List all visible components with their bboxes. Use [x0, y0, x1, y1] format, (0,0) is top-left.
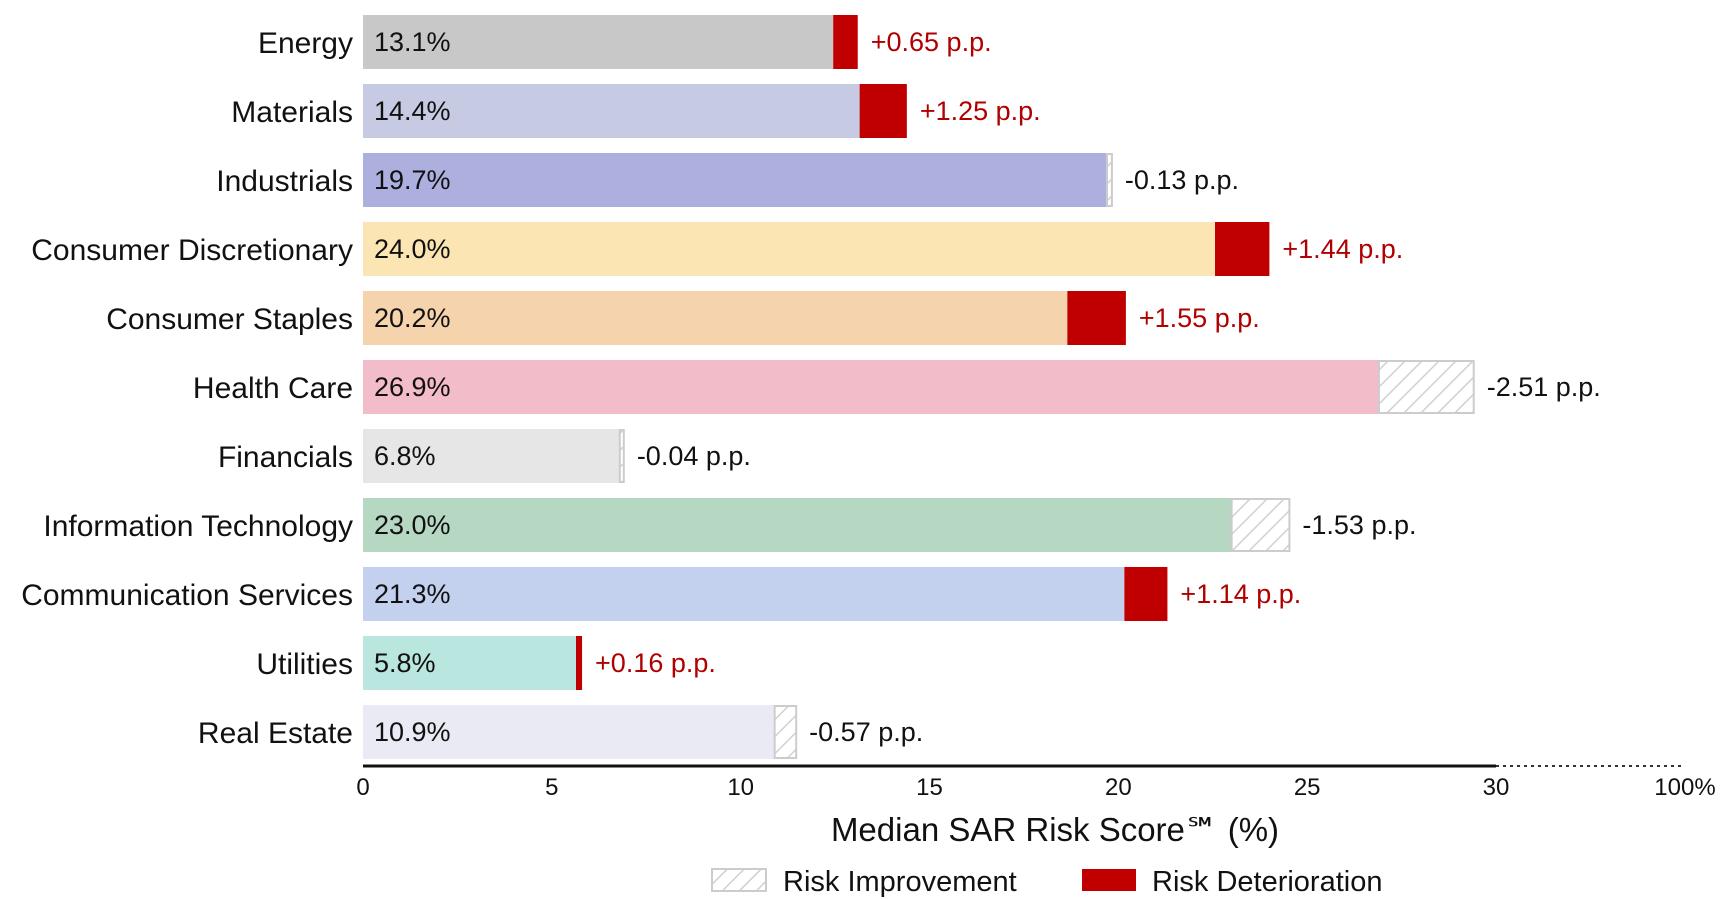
- x-tick-label: 0: [356, 774, 369, 801]
- category-label: Real Estate: [198, 717, 353, 750]
- bar-change-consumer-staples: [1067, 291, 1126, 345]
- bar-change-consumer-discretionary: [1215, 222, 1270, 276]
- category-label: Financials: [218, 441, 353, 474]
- bar-change-information-technology: [1230, 498, 1291, 552]
- x-tick-label: 30: [1483, 774, 1510, 801]
- bar-consumer-discretionary: [363, 222, 1216, 276]
- category-label: Information Technology: [43, 510, 353, 543]
- bar-consumer-staples: [363, 291, 1068, 345]
- value-label: 5.8%: [374, 648, 436, 678]
- x-axis: 0 5 10 15 20 25 30 100%: [356, 764, 1716, 801]
- value-label: 23.0%: [374, 510, 451, 540]
- bar-change-energy: [833, 15, 858, 69]
- value-label: 14.4%: [374, 96, 451, 126]
- change-label: -2.51 p.p.: [1487, 372, 1601, 402]
- change-label: +1.55 p.p.: [1139, 303, 1260, 333]
- x-axis-end-label: 100%: [1654, 774, 1715, 801]
- value-label: 13.1%: [374, 27, 451, 57]
- change-label: +1.25 p.p.: [920, 96, 1041, 126]
- legend-improvement-label: Risk Improvement: [783, 866, 1017, 898]
- x-tick-label: 5: [545, 774, 558, 801]
- bar-change-health-care: [1377, 360, 1475, 414]
- change-label: +0.16 p.p.: [595, 648, 716, 678]
- bars-layer: Energy 13.1% +0.65 p.p. Materials 14.4% +1.25…: [21, 15, 1601, 759]
- value-label: 26.9%: [374, 372, 451, 402]
- bar-information-technology: [363, 498, 1232, 552]
- value-label: 21.3%: [374, 579, 451, 609]
- change-label: +0.65 p.p.: [871, 27, 992, 57]
- value-label: 10.9%: [374, 717, 451, 747]
- bar-change-real-estate: [773, 705, 798, 759]
- category-label: Consumer Staples: [106, 303, 353, 336]
- legend-deterioration-label: Risk Deterioration: [1152, 866, 1382, 898]
- bar-real-estate: [363, 705, 775, 759]
- x-tick-label: 20: [1105, 774, 1132, 801]
- category-label: Materials: [231, 96, 353, 129]
- category-label: Communication Services: [21, 579, 353, 612]
- bar-change-financials: [618, 429, 625, 483]
- x-axis-title: Median SAR Risk Score℠ (%): [831, 811, 1279, 848]
- change-label: -1.53 p.p.: [1302, 510, 1416, 540]
- value-label: 24.0%: [374, 234, 451, 264]
- x-tick-label: 10: [727, 774, 754, 801]
- value-label: 6.8%: [374, 441, 436, 471]
- category-label: Utilities: [256, 648, 353, 681]
- bar-industrials: [363, 153, 1108, 207]
- bar-change-industrials: [1106, 153, 1113, 207]
- x-tick-label: 25: [1294, 774, 1321, 801]
- x-tick-label: 15: [916, 774, 943, 801]
- category-label: Energy: [258, 27, 353, 60]
- bar-change-utilities: [576, 636, 583, 690]
- bar-utilities: [363, 636, 577, 690]
- category-label: Consumer Discretionary: [31, 234, 353, 267]
- legend: Risk Improvement Risk Deterioration: [711, 866, 1382, 898]
- change-label: -0.04 p.p.: [637, 441, 751, 471]
- value-label: 20.2%: [374, 303, 451, 333]
- change-label: -0.57 p.p.: [809, 717, 923, 747]
- bar-financials: [363, 429, 620, 483]
- bar-materials: [363, 84, 860, 138]
- legend-deterioration-swatch: [1082, 869, 1136, 891]
- change-label: +1.44 p.p.: [1282, 234, 1403, 264]
- bar-change-communication-services: [1124, 567, 1168, 621]
- legend-improvement-swatch: [711, 868, 767, 892]
- bar-energy: [363, 15, 834, 69]
- value-label: 19.7%: [374, 165, 451, 195]
- bar-change-materials: [859, 84, 907, 138]
- category-label: Industrials: [216, 165, 353, 198]
- change-label: +1.14 p.p.: [1180, 579, 1301, 609]
- bar-communication-services: [363, 567, 1125, 621]
- bar-health-care: [363, 360, 1379, 414]
- category-label: Health Care: [193, 372, 353, 405]
- change-label: -0.13 p.p.: [1125, 165, 1239, 195]
